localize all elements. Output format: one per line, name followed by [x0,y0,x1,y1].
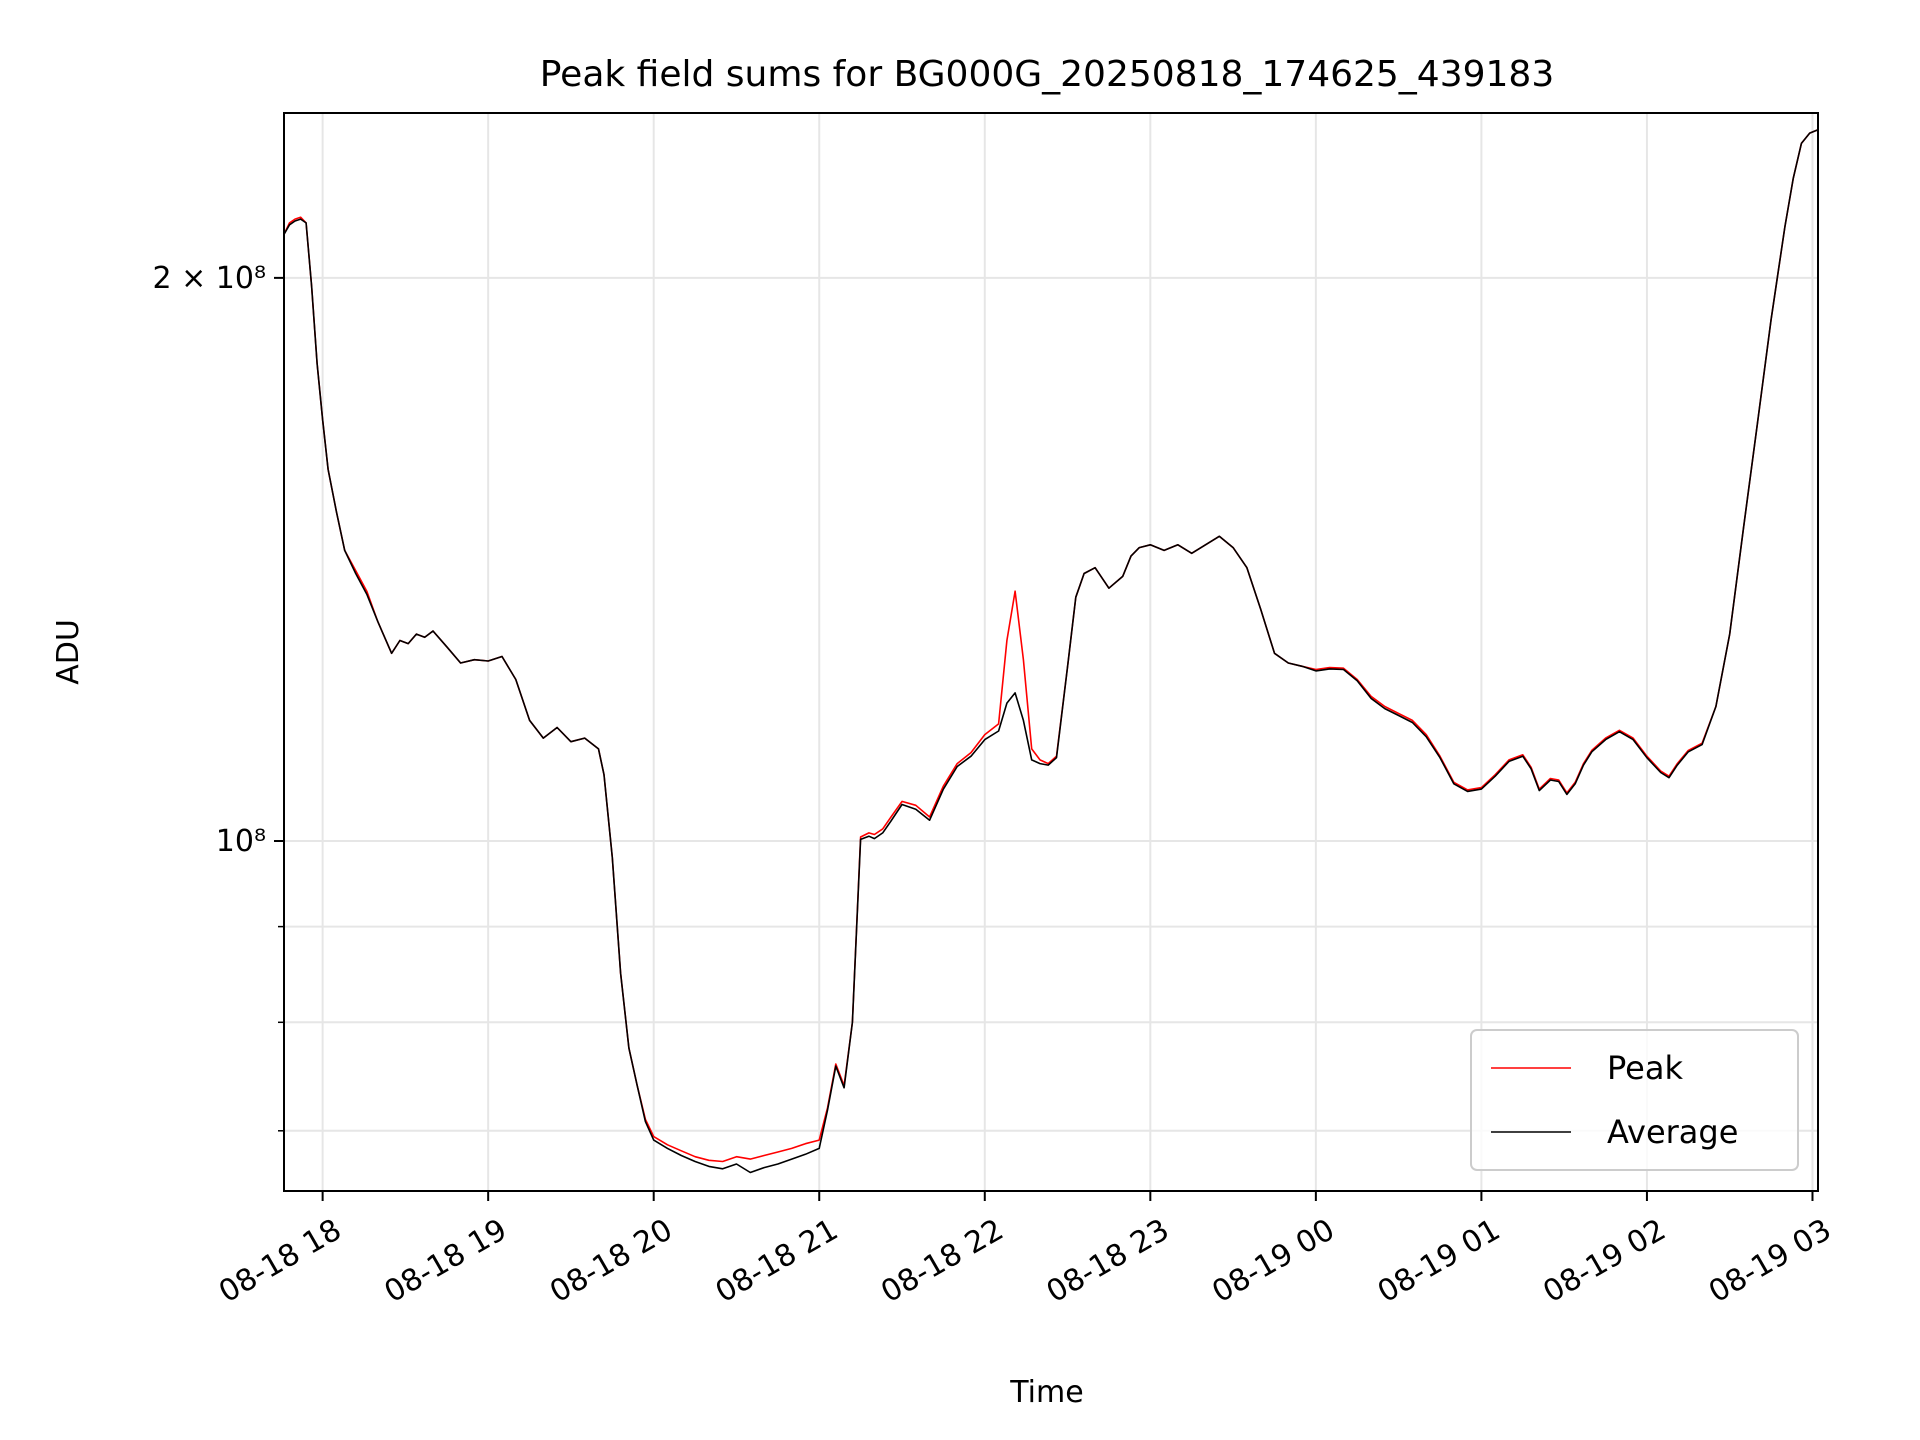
y-axis: 10⁸ 2 × 10⁸ [153,261,284,1132]
legend: Peak Average [1470,1029,1799,1171]
legend-label: Peak [1607,1049,1683,1087]
plot-frame [283,112,1819,1192]
y-tick-label: 10⁸ [216,824,266,859]
y-axis-label: ADU [51,619,86,685]
series-lines [283,129,1819,1174]
y-tick-label: 2 × 10⁸ [153,261,267,296]
x-axis-label: Time [1009,1375,1083,1410]
chart-title: Peak field sums for BG000G_20250818_1746… [540,54,1555,95]
series-line-average [283,129,1819,1174]
legend-box [1470,1029,1799,1171]
legend-label: Average [1607,1113,1738,1151]
